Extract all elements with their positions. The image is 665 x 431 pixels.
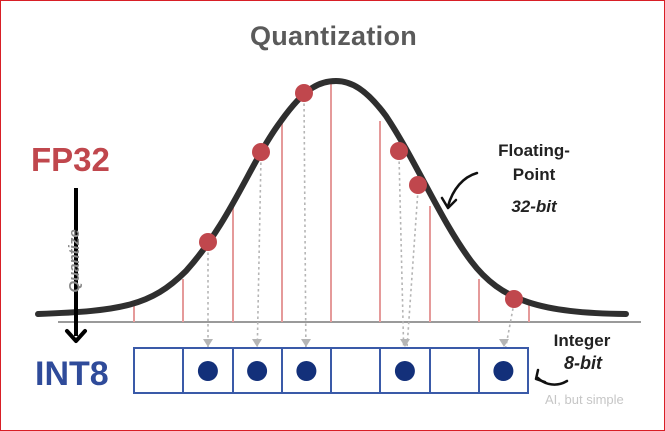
int8-dot — [296, 361, 317, 381]
quantize-label: Quantize — [66, 229, 83, 293]
mapping-arrow — [303, 97, 307, 363]
mapping-arrow — [256, 156, 262, 363]
int8-label: INT8 — [35, 355, 109, 393]
sample-dot — [505, 290, 523, 308]
sample-dot — [409, 176, 427, 194]
int8-dots — [197, 361, 514, 381]
sample-dot — [252, 143, 270, 161]
fp32-label: FP32 — [31, 141, 110, 178]
int-bits-label: 8-bit — [564, 353, 602, 373]
integer-label: Integer — [553, 331, 611, 350]
bell-curve — [35, 77, 629, 317]
sample-dot — [199, 233, 217, 251]
arrowhead — [203, 339, 213, 347]
diagram-title: Quantization — [249, 21, 418, 51]
arrowhead — [400, 339, 410, 347]
arrowhead — [499, 339, 509, 347]
curved-arrow-icon — [440, 171, 479, 210]
sample-lines — [133, 83, 530, 322]
int8-dot — [394, 361, 415, 381]
sample-dot — [390, 142, 408, 160]
int8-dot — [197, 361, 218, 381]
mapping-arrow — [398, 155, 405, 363]
arrow-down-icon — [65, 188, 87, 343]
fp32-sample-dots — [199, 84, 523, 308]
arrowhead — [301, 339, 311, 347]
int8-grid — [133, 347, 529, 394]
int8-dot — [493, 361, 514, 381]
arrowhead — [252, 339, 262, 347]
sample-dot — [295, 84, 313, 102]
watermark: AI, but simple — [545, 392, 624, 407]
curved-arrow-icon — [534, 368, 569, 386]
mapping-arrowheads — [203, 339, 509, 347]
int8-dot — [247, 361, 268, 381]
floating-point-label: Floating-Point — [498, 141, 570, 184]
mapping-arrow — [405, 189, 419, 363]
fp-bits-label: 32-bit — [511, 197, 557, 216]
